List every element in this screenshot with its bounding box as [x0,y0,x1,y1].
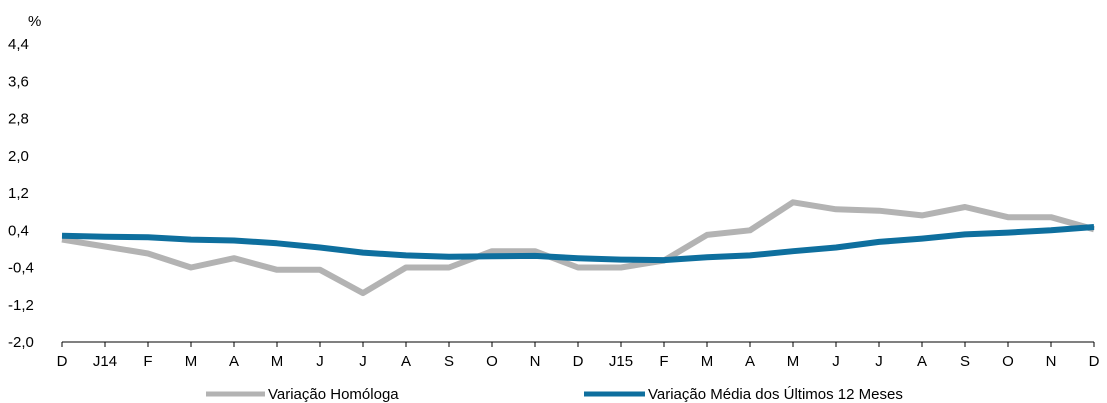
x-tick-label: D [57,353,68,370]
series-line-variacao-homologa [61,199,1095,297]
x-axis: D J14 F M A M J J A S O N D J15 F M A M J J A S O N D [57,342,1100,370]
x-tick-label: M [787,353,800,370]
x-tick-label: A [229,353,239,370]
x-tick-label: J [832,353,840,370]
x-tick-label: O [486,353,498,370]
y-tick-label: 3,6 [8,73,29,90]
x-tick-label: A [917,353,927,370]
y-tick-label: 1,2 [8,185,29,202]
x-tick-label: S [960,353,970,370]
y-axis: -2,0 -1,2 -0,4 0,4 1,2 2,0 2,8 3,6 4,4 [8,36,34,351]
x-tick-label: M [271,353,284,370]
x-tick-label: J [316,353,324,370]
x-tick-label: M [701,353,714,370]
y-tick-label: 2,8 [8,111,29,128]
x-tick-label: N [530,353,541,370]
x-tick-label: N [1046,353,1057,370]
y-tick-label: 4,4 [8,36,29,53]
series-line-variacao-media-dos-ultimos-12-meses [61,224,1095,264]
legend-label-variacao-media: Variação Média dos Últimos 12 Meses [648,386,903,403]
series-lines [61,199,1095,297]
x-tick-label: J [359,353,367,370]
legend: Variação Homóloga Variação Média dos Últ… [206,386,903,403]
y-tick-label: -2,0 [8,334,34,351]
legend-label-variacao-homologa: Variação Homóloga [268,386,399,403]
x-tick-label: D [1089,353,1100,370]
x-tick-label: J [875,353,883,370]
x-tick-label: A [745,353,755,370]
x-tick-label: F [143,353,152,370]
x-tick-label: F [659,353,668,370]
y-tick-label: -0,4 [8,260,34,277]
x-tick-label: D [573,353,584,370]
y-axis-label: % [28,13,41,30]
x-tick-label: J14 [93,353,117,370]
y-tick-label: 0,4 [8,222,29,239]
y-tick-label: 2,0 [8,148,29,165]
x-tick-label: O [1002,353,1014,370]
x-tick-label: A [401,353,411,370]
x-tick-label: S [444,353,454,370]
y-tick-label: -1,2 [8,297,34,314]
x-tick-label: M [185,353,198,370]
x-tick-label: J15 [609,353,633,370]
